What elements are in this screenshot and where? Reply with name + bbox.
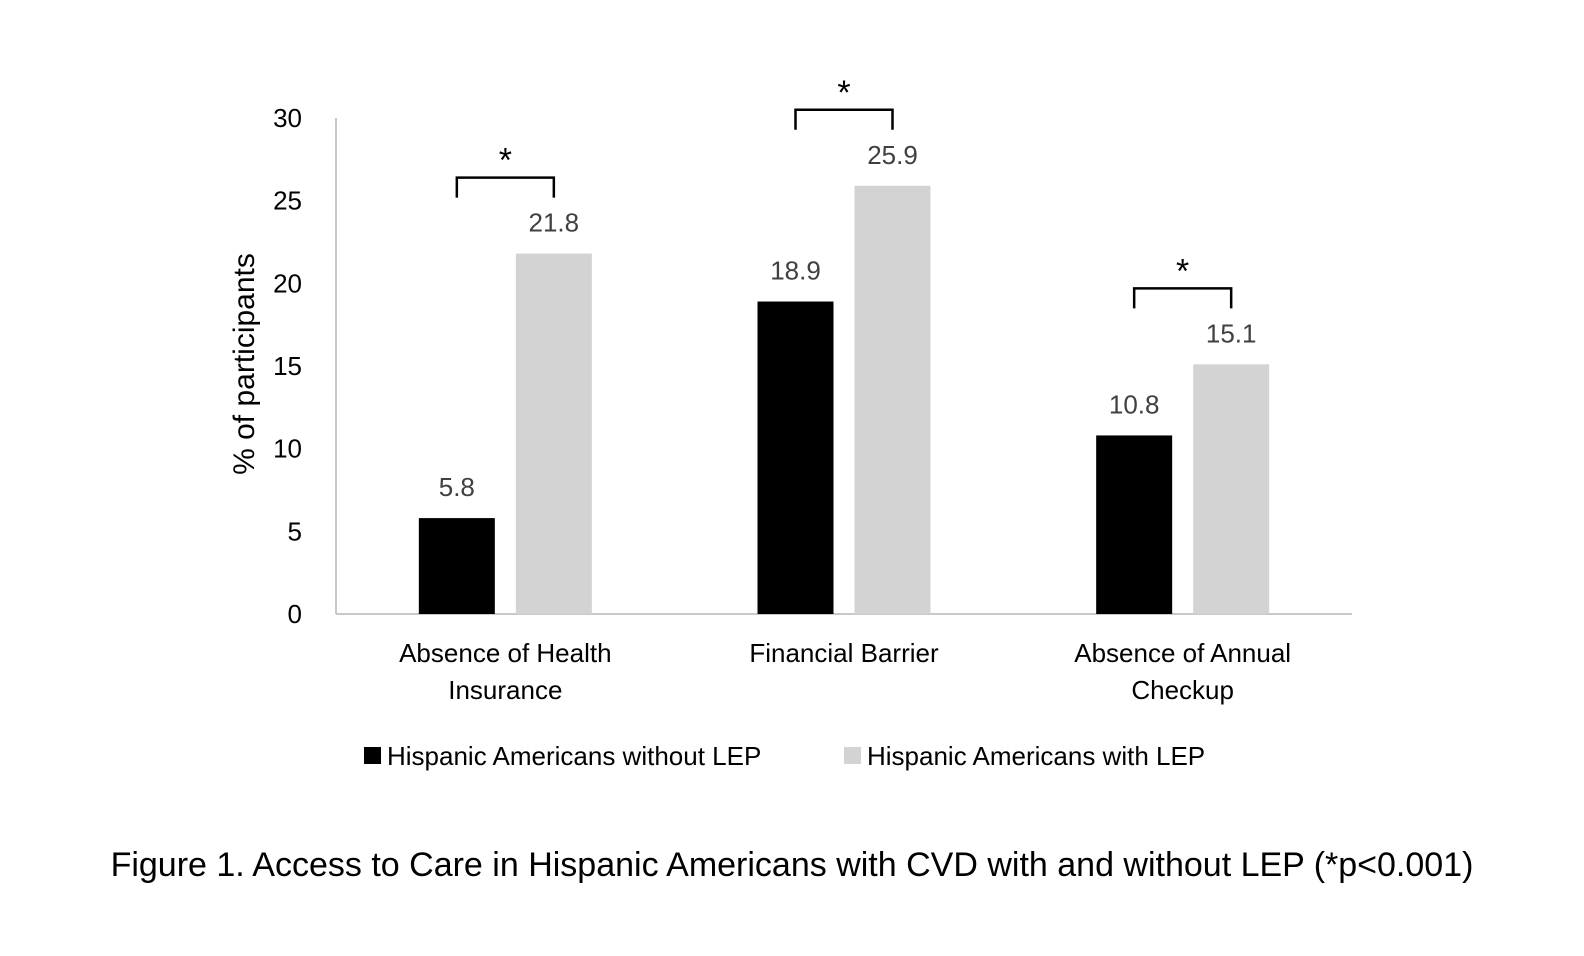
- data-label: 25.9: [867, 140, 918, 170]
- significance-star: *: [837, 74, 850, 112]
- bar-without-lep: [418, 518, 495, 614]
- y-tick-label: 10: [273, 434, 302, 464]
- y-tick-label: 30: [273, 103, 302, 133]
- legend-label: Hispanic Americans with LEP: [867, 741, 1205, 771]
- category-label: Checkup: [1131, 675, 1234, 705]
- significance-bracket: [794, 108, 894, 130]
- y-tick-label: 5: [288, 516, 302, 546]
- y-tick-label: 20: [273, 268, 302, 298]
- bar-with-lep: [854, 185, 931, 614]
- category-label: Financial Barrier: [749, 638, 939, 668]
- legend-swatch: [844, 747, 861, 764]
- bar-with-lep: [1193, 364, 1270, 614]
- category-label: Absence of Annual: [1074, 638, 1291, 668]
- data-label: 15.1: [1206, 318, 1257, 348]
- bar-without-lep: [1096, 435, 1173, 614]
- category-label: Absence of Health: [399, 638, 611, 668]
- bar-with-lep: [515, 253, 592, 614]
- y-tick-label: 0: [288, 599, 302, 629]
- category-label: Insurance: [448, 675, 562, 705]
- bar-without-lep: [757, 301, 834, 614]
- legend-label: Hispanic Americans without LEP: [387, 741, 761, 771]
- significance-bracket: [1132, 287, 1233, 309]
- data-label: 5.8: [439, 472, 475, 502]
- y-axis-title: % of participants: [228, 253, 261, 475]
- significance-bracket: [455, 176, 556, 198]
- data-label: 10.8: [1109, 389, 1160, 419]
- data-label: 21.8: [529, 208, 580, 238]
- y-tick-label: 25: [273, 186, 302, 216]
- legend-swatch: [364, 747, 381, 764]
- significance-star: *: [1176, 252, 1189, 290]
- significance-star: *: [499, 142, 512, 180]
- bar-chart: 0 5 10 15 20 25 30 % of participants 5.8 21.8 Abse…: [228, 74, 1352, 771]
- figure-caption: Figure 1. Access to Care in Hispanic Ame…: [110, 846, 1474, 884]
- data-label: 18.9: [770, 256, 821, 286]
- y-tick-label: 15: [273, 351, 302, 381]
